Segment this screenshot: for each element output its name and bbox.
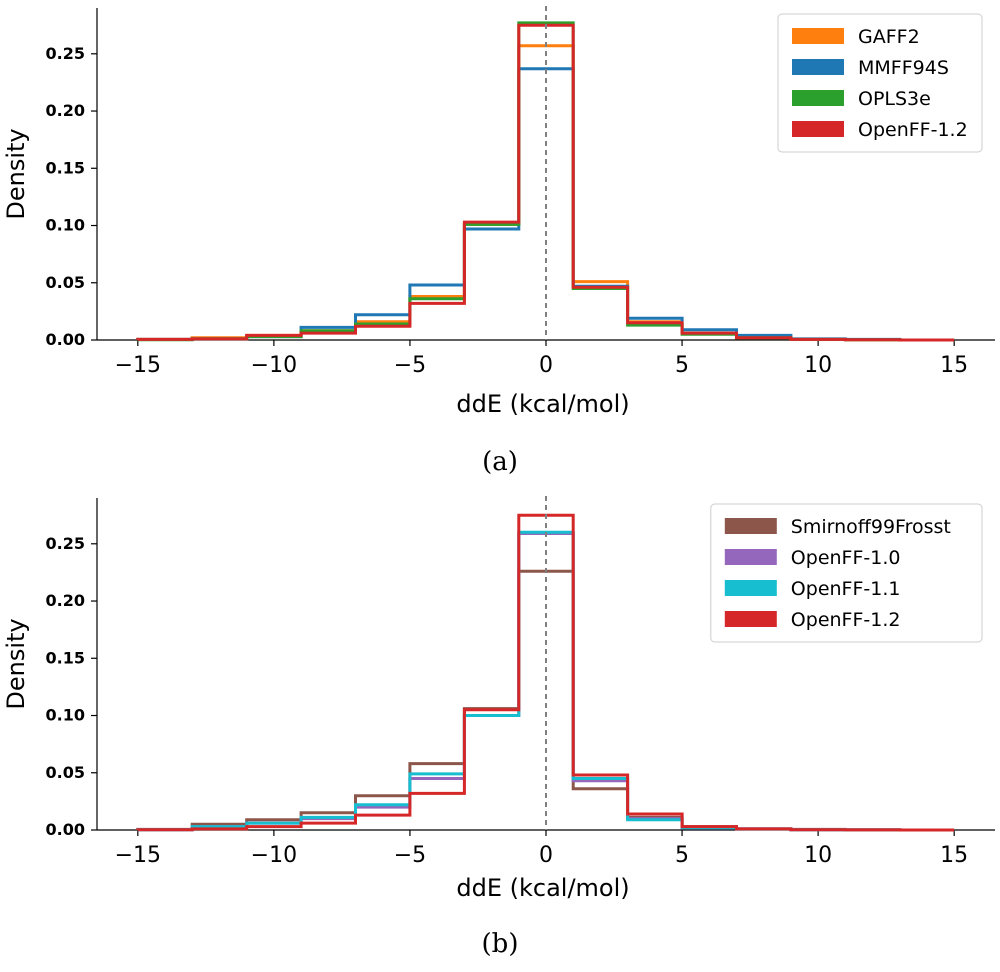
chart-0-legend-label: OPLS3e xyxy=(858,88,931,110)
chart-1-legend-swatch xyxy=(724,611,777,627)
chart-0-legend-swatch xyxy=(792,90,844,106)
chart-1-series-openff-1-2 xyxy=(136,513,955,832)
chart-0-x-tick-label: −10 xyxy=(251,353,297,378)
chart-0-y-tick-label: 0.10 xyxy=(46,216,85,235)
chart-0-y-axis-title: Density xyxy=(2,128,30,219)
chart-1-x-tick-label: −15 xyxy=(115,843,161,868)
chart-0-y-tick-label: 0.15 xyxy=(46,158,85,177)
chart-0-series-openff-1-2 xyxy=(136,23,955,342)
chart-0-caption: (a) xyxy=(482,447,518,477)
chart-0-legend-swatch xyxy=(792,121,844,137)
chart-1-y-axis-title: Density xyxy=(2,618,30,709)
chart-1-legend-swatch xyxy=(724,549,777,565)
chart-0-legend-label: MMFF94S xyxy=(858,57,949,79)
chart-0-x-tick-label: 0 xyxy=(539,353,553,378)
chart-1-legend-swatch xyxy=(724,580,777,596)
chart-1-x-tick-label: −10 xyxy=(251,843,297,868)
chart-1-legend-swatch xyxy=(724,518,777,534)
chart-0-x-tick-label: −15 xyxy=(115,353,161,378)
chart-1: −15 −10 −5 0 5 10 15 0.00 0.05 0.10 0.15 0.20 0.25 dd… xyxy=(2,496,995,959)
chart-0-y-tick-label: 0.05 xyxy=(46,273,85,292)
chart-0-y-tick-label: 0.25 xyxy=(46,44,85,63)
chart-0-legend-swatch xyxy=(792,28,844,44)
chart-1-x-tick-label: 10 xyxy=(804,843,832,868)
chart-1-legend-label: OpenFF-1.0 xyxy=(791,547,901,569)
chart-1-legend-frame xyxy=(710,503,983,643)
chart-0-x-tick-label: −5 xyxy=(394,353,426,378)
chart-1-x-tick-label: 5 xyxy=(675,843,689,868)
chart-1-legend-label: Smirnoff99Frosst xyxy=(791,516,951,538)
chart-1-y-tick-label: 0.25 xyxy=(46,534,85,553)
chart-0-legend-swatch xyxy=(792,59,844,75)
chart-1-y-tick-label: 0.05 xyxy=(46,763,85,782)
chart-1-legend-label: OpenFF-1.2 xyxy=(791,609,901,631)
chart-0-x-tick-label: 10 xyxy=(804,353,832,378)
chart-1-y-tick-label: 0.00 xyxy=(46,820,85,839)
chart-1-x-tick-label: 0 xyxy=(539,843,553,868)
chart-0-x-tick-label: 5 xyxy=(675,353,689,378)
chart-1-y-tick-label: 0.20 xyxy=(46,591,85,610)
chart-1-y-tick-label: 0.10 xyxy=(46,706,85,725)
chart-0-x-axis-title: ddE (kcal/mol) xyxy=(456,390,629,418)
chart-1-legend: Smirnoff99Frosst OpenFF-1.0 OpenFF-1.1 Open… xyxy=(710,503,983,643)
chart-1-x-tick-label: −5 xyxy=(394,843,426,868)
chart-0-legend-label: OpenFF-1.2 xyxy=(858,119,968,141)
chart-1-x-tick-label: 15 xyxy=(940,843,968,868)
chart-0-legend-frame xyxy=(777,13,983,153)
chart-1-y-tick-label: 0.15 xyxy=(46,648,85,667)
chart-0-y-tick-label: 0.00 xyxy=(46,330,85,349)
chart-1-x-axis-title: ddE (kcal/mol) xyxy=(456,874,629,902)
chart-1-caption: (b) xyxy=(482,929,519,959)
chart-0-y-tick-label: 0.20 xyxy=(46,101,85,120)
chart-0: −15 −10 −5 0 5 10 15 0.00 0.05 0.10 0.15 0.20 0.25 dd… xyxy=(2,6,995,477)
chart-0-legend-label: GAFF2 xyxy=(858,26,920,48)
chart-1-legend-label: OpenFF-1.1 xyxy=(791,578,901,600)
chart-0-legend: GAFF2 MMFF94S OPLS3e OpenFF-1.2 xyxy=(777,13,983,153)
chart-0-x-tick-label: 15 xyxy=(940,353,968,378)
